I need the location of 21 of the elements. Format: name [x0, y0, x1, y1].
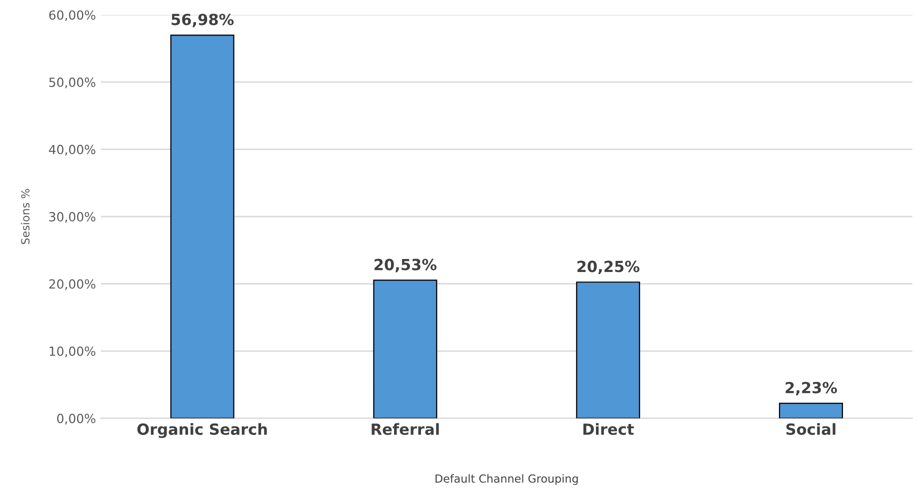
x-tick-label: Social: [786, 423, 836, 435]
x-tick-label: Direct: [583, 423, 634, 435]
bar: [576, 282, 640, 418]
bar: [778, 402, 843, 418]
y-axis-title: Sesions %: [20, 188, 30, 244]
y-tick-label: 60,00%: [49, 10, 96, 22]
y-tick-label: 10,00%: [50, 346, 96, 358]
data-label: 2,23%: [786, 382, 837, 396]
y-tick-label: 50,00%: [49, 78, 96, 88]
y-tick-label: 0,00%: [57, 414, 96, 424]
x-axis-title: Default Channel Grouping: [436, 474, 578, 485]
x-tick-label: Referral: [372, 423, 439, 435]
y-tick-label: 30,00%: [49, 212, 96, 223]
y-tick-label: 20,00%: [49, 279, 96, 290]
bar: [170, 34, 234, 418]
data-label: 20,25%: [577, 260, 640, 274]
data-label: 56,98%: [172, 14, 234, 28]
y-tick-label: 40,00%: [48, 144, 96, 156]
x-tick-label: Organic Search: [137, 423, 267, 438]
data-label: 20,53%: [374, 258, 437, 272]
bar: [373, 280, 438, 418]
